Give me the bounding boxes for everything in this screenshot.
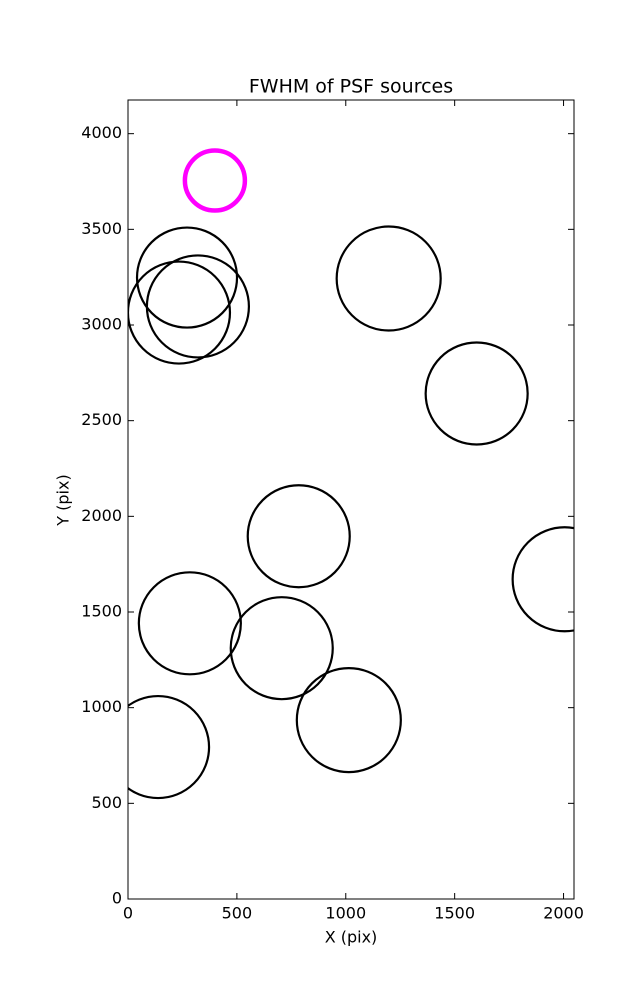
y-tick-label: 0 [112,889,122,908]
psf-source [137,571,242,676]
psf-source [229,596,334,701]
psf-source [511,526,574,633]
x-tick-label: 1500 [434,904,475,923]
psf-source [182,148,248,213]
psf-source [135,226,239,329]
psf-source [128,694,211,800]
plot-area [128,148,574,800]
y-axis-label: Y (pix) [54,474,73,526]
x-tick-label: 1000 [325,904,366,923]
y-tick-label: 2500 [81,410,122,429]
x-axis-label: X (pix) [325,928,378,947]
psf-source [335,225,442,332]
y-tick-label: 1500 [81,602,122,621]
y-tick-label: 3500 [81,219,122,238]
psf-source [246,484,351,589]
y-tick-label: 500 [91,793,122,812]
y-tick-label: 3000 [81,315,122,334]
psf-source [128,260,232,365]
chart-title: FWHM of PSF sources [249,76,453,98]
x-tick-label: 500 [222,904,253,923]
x-tick-label: 2000 [543,904,584,923]
x-tick-label: 0 [123,904,133,923]
y-tick-label: 1000 [81,697,122,716]
psf-source [145,254,251,359]
axes-frame [127,99,575,900]
psf-source [424,341,529,446]
psf-source [295,667,402,774]
y-tick-label: 4000 [81,123,122,142]
y-tick-label: 2000 [81,506,122,525]
